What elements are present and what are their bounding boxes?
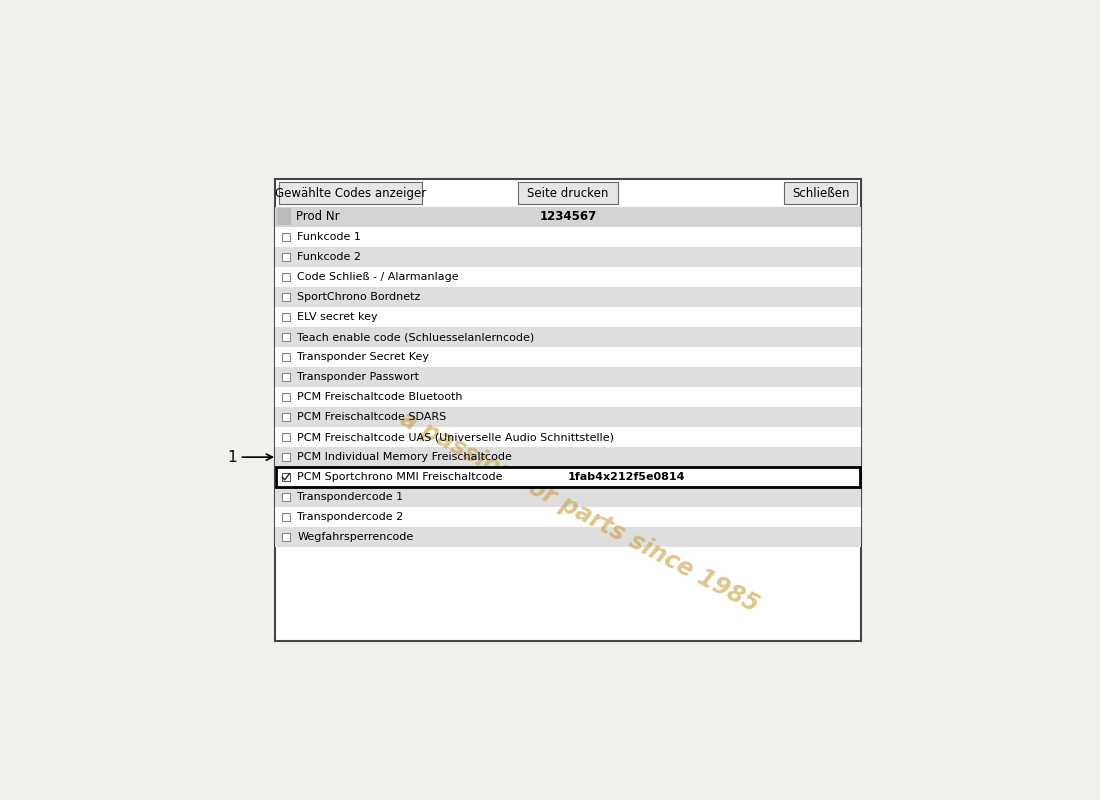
Text: PCM Individual Memory Freischaltcode: PCM Individual Memory Freischaltcode	[297, 452, 512, 462]
Text: Schließen: Schließen	[792, 186, 849, 199]
Text: Seite drucken: Seite drucken	[527, 186, 608, 199]
Bar	[282, 433, 290, 442]
Bar	[282, 533, 290, 542]
Bar	[282, 233, 290, 241]
Bar	[275, 247, 860, 267]
Text: PCM Freischaltcode SDARS: PCM Freischaltcode SDARS	[297, 412, 447, 422]
Text: PCM Sportchrono MMI Freischaltcode: PCM Sportchrono MMI Freischaltcode	[297, 472, 503, 482]
Text: Wegfahrsperrencode: Wegfahrsperrencode	[297, 532, 414, 542]
Bar	[278, 182, 422, 204]
Bar	[282, 393, 290, 402]
Text: Gewählte Codes anzeiger: Gewählte Codes anzeiger	[275, 186, 426, 199]
Bar	[282, 413, 290, 422]
Bar	[282, 293, 290, 302]
Bar	[275, 387, 860, 407]
Bar	[275, 427, 860, 447]
Text: PCM Freischaltcode UAS (Universelle Audio Schnittstelle): PCM Freischaltcode UAS (Universelle Audi…	[297, 432, 614, 442]
Text: Code Schließ - / Alarmanlage: Code Schließ - / Alarmanlage	[297, 272, 459, 282]
Bar	[275, 527, 860, 547]
Bar	[282, 273, 290, 281]
Text: Transponder Passwort: Transponder Passwort	[297, 372, 419, 382]
Text: ELV secret key: ELV secret key	[297, 312, 377, 322]
Text: 1fab4x212f5e0814: 1fab4x212f5e0814	[568, 472, 685, 482]
Text: Funkcode 1: Funkcode 1	[297, 232, 361, 242]
Bar	[275, 467, 860, 487]
Bar	[275, 447, 860, 467]
Bar	[275, 367, 860, 387]
Bar	[275, 327, 860, 347]
Bar	[275, 307, 860, 327]
Bar	[282, 313, 290, 322]
Text: Teach enable code (Schluesselanlerncode): Teach enable code (Schluesselanlerncode)	[297, 332, 535, 342]
Text: PCM Sportchrono MMI Freischaltcode: PCM Sportchrono MMI Freischaltcode	[297, 472, 503, 482]
Bar	[275, 287, 860, 307]
Text: a passion for parts since 1985: a passion for parts since 1985	[396, 406, 763, 617]
Bar	[518, 182, 618, 204]
Bar	[784, 182, 858, 204]
Text: Transponder Secret Key: Transponder Secret Key	[297, 352, 429, 362]
Bar	[276, 467, 860, 487]
Bar	[275, 507, 860, 527]
Bar	[282, 473, 290, 482]
Bar	[275, 347, 860, 367]
Bar	[275, 267, 860, 287]
Text: 1234567: 1234567	[539, 210, 596, 223]
Text: 1fab4x212f5e0814: 1fab4x212f5e0814	[568, 472, 685, 482]
Bar	[282, 373, 290, 382]
Bar	[282, 453, 290, 462]
Text: Transpondercode 1: Transpondercode 1	[297, 492, 404, 502]
Text: Funkcode 2: Funkcode 2	[297, 252, 361, 262]
Bar	[282, 253, 290, 261]
Bar	[275, 487, 860, 507]
Bar	[275, 207, 860, 227]
Text: 1: 1	[227, 450, 273, 465]
Bar	[275, 179, 860, 641]
Bar	[275, 227, 860, 247]
Bar	[275, 407, 860, 427]
Text: Transpondercode 2: Transpondercode 2	[297, 512, 404, 522]
Bar	[282, 353, 290, 362]
Bar	[277, 209, 290, 226]
Bar	[282, 493, 290, 502]
Bar	[282, 513, 290, 522]
Text: Prod Nr: Prod Nr	[296, 210, 339, 223]
Text: SportChrono Bordnetz: SportChrono Bordnetz	[297, 292, 420, 302]
Bar	[282, 473, 290, 482]
Bar	[282, 333, 290, 342]
Text: PCM Freischaltcode Bluetooth: PCM Freischaltcode Bluetooth	[297, 392, 463, 402]
